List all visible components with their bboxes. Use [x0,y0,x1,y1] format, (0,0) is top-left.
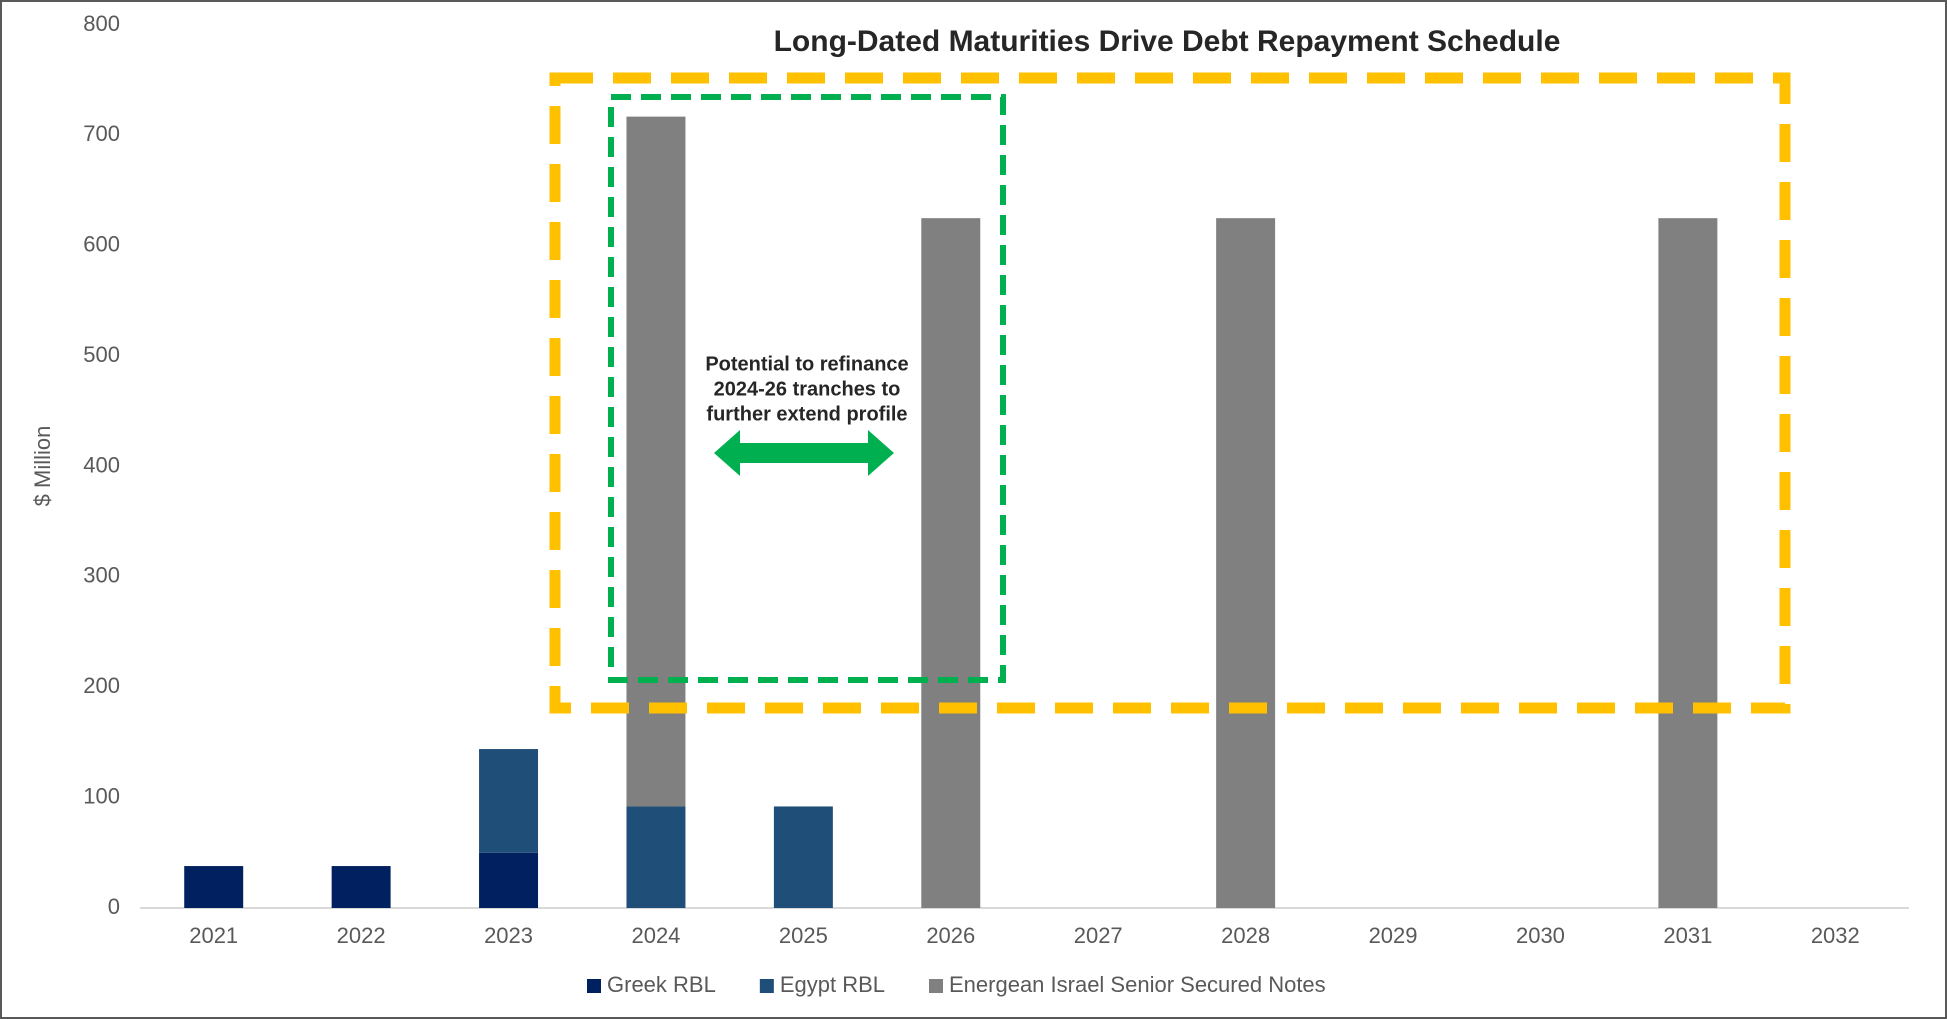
bar [1658,218,1718,908]
highlight-box [549,72,1791,714]
bar [626,806,686,908]
bar [773,806,833,908]
chart-title: Long-Dated Maturities Drive Debt Repayme… [774,25,1561,58]
legend-label: Energean Israel Senior Secured Notes [949,972,1326,997]
bar [331,866,391,908]
bar [479,749,539,853]
x-tick-label: 2028 [1221,923,1270,948]
x-tick-label: 2030 [1516,923,1565,948]
x-tick-label: 2032 [1811,923,1860,948]
x-tick-label: 2029 [1369,923,1418,948]
y-tick-label: 400 [83,452,120,477]
x-tick-label: 2026 [926,923,975,948]
y-tick-label: 700 [83,121,120,146]
bar [626,116,686,807]
y-tick-label: 200 [83,673,120,698]
x-tick-label: 2022 [337,923,386,948]
x-tick-label: 2024 [631,923,680,948]
y-tick-label: 800 [83,11,120,36]
bar [1216,218,1276,908]
legend-label: Greek RBL [607,972,716,997]
refinance-box [608,94,1006,683]
x-tick-label: 2021 [189,923,238,948]
x-tick-label: 2023 [484,923,533,948]
y-tick-label: 0 [108,894,120,919]
legend-swatch [759,979,774,993]
x-tick-label: 2031 [1663,923,1712,948]
legend-label: Egypt RBL [780,972,885,997]
bar [479,852,539,908]
annotation: 2024-26 tranches to [714,378,901,400]
legend-swatch [929,979,943,993]
plot: 0 100 200 300 400 500 600 700 800 2021 2022 2023 202… [83,11,1909,997]
y-tick-label: 300 [83,563,120,588]
legend-swatch [587,979,601,993]
annotation: further extend profile [706,403,907,425]
y-tick-label: 600 [83,232,120,257]
bar [921,218,981,908]
y-tick-label: 100 [83,783,120,808]
y-axis-label: $ Million [30,426,55,507]
annotation: Potential to refinance [705,353,908,375]
y-tick-label: 500 [83,342,120,367]
x-tick-label: 2025 [779,923,828,948]
double-arrow [714,430,894,476]
bar [184,866,244,908]
x-tick-label: 2027 [1074,923,1123,948]
